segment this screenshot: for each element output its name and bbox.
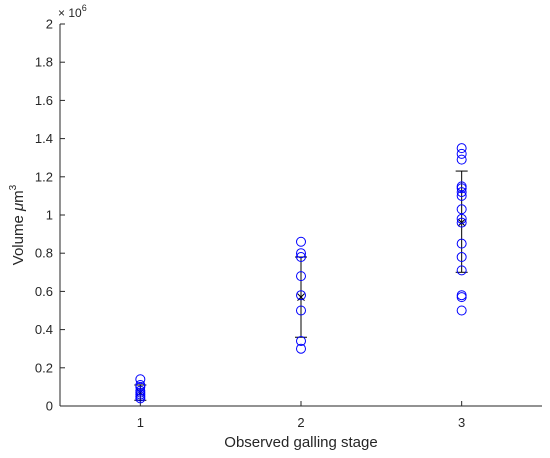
- data-point: [456, 305, 467, 316]
- data-point: [456, 204, 467, 215]
- x-axis-title: Observed galling stage: [224, 434, 377, 451]
- data-point: [456, 187, 467, 198]
- y-tick-label: 0.6: [35, 284, 53, 299]
- y-tick-label: 0.2: [35, 360, 53, 375]
- data-point: [296, 305, 306, 316]
- y-axis-multiplier: × 106: [58, 3, 87, 20]
- y-tick-label: 0.8: [35, 246, 53, 261]
- data-point: [296, 336, 306, 347]
- y-tick-label: 2: [46, 17, 53, 32]
- data-point: [456, 148, 467, 159]
- y-tick-label: 1.4: [35, 131, 53, 146]
- data-point: [296, 252, 306, 263]
- y-tick-label: 1.6: [35, 93, 53, 108]
- data-point: [296, 290, 306, 301]
- x-tick-label: 3: [458, 415, 465, 430]
- y-tick-label: 1.2: [35, 169, 53, 184]
- y-ticks: 0 0.2 0.4 0.6 0.8 1 1.2 1.4 1.6 1.8 2: [35, 17, 65, 414]
- data-point: [456, 190, 467, 201]
- x-tick-label: 2: [297, 415, 304, 430]
- data-point: [135, 374, 146, 385]
- y-axis-title: Volume μm3: [8, 184, 27, 265]
- y-tick-label: 0.4: [35, 322, 53, 337]
- data-point: [456, 217, 467, 228]
- data-point: [296, 248, 306, 259]
- data-point: [135, 381, 146, 392]
- data-point: [135, 393, 146, 404]
- errorbar-mean-marker: [457, 218, 466, 227]
- y-tick-label: 1: [46, 208, 53, 223]
- data-point: [296, 343, 306, 354]
- y-tick-label: 0: [46, 399, 53, 414]
- data-point: [456, 154, 467, 165]
- data-point: [456, 292, 467, 303]
- x-tick-label: 1: [137, 415, 144, 430]
- data-point: [296, 236, 306, 247]
- x-ticks: 1 2 3: [137, 401, 465, 430]
- data-point: [296, 271, 306, 282]
- data-point: [456, 238, 467, 249]
- data-point: [456, 183, 467, 194]
- y-tick-label: 1.8: [35, 55, 53, 70]
- data-point: [456, 213, 467, 224]
- data-point: [456, 265, 467, 276]
- data-point: [456, 143, 467, 154]
- data-point: [456, 252, 467, 263]
- data-points: [135, 143, 467, 404]
